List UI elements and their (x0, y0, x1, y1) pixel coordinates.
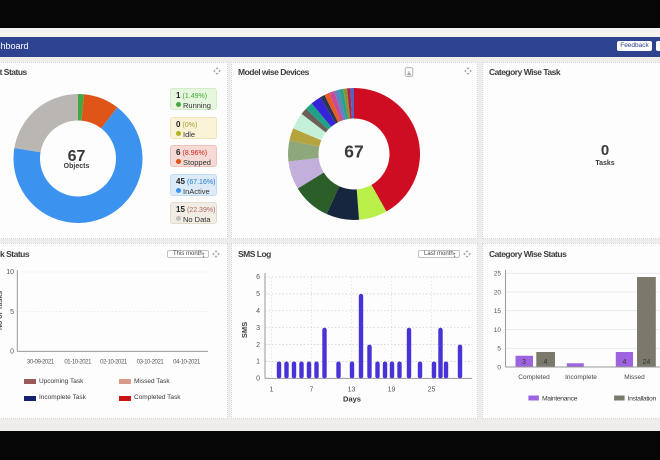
svg-text:13: 13 (348, 387, 356, 394)
svg-text:03-10-2021: 03-10-2021 (137, 360, 165, 366)
svg-text:1: 1 (256, 359, 260, 366)
svg-text:Days: Days (343, 395, 361, 404)
svg-text:3: 3 (256, 325, 260, 332)
svg-text:Maintenance: Maintenance (542, 395, 578, 402)
svg-text:4: 4 (623, 359, 627, 366)
svg-text:SMS: SMS (240, 322, 249, 338)
svg-text:6: 6 (256, 274, 260, 281)
svg-text:3: 3 (522, 359, 526, 366)
svg-text:5: 5 (10, 309, 14, 316)
svg-text:10: 10 (6, 269, 14, 276)
svg-text:25: 25 (494, 271, 502, 278)
svg-text:0: 0 (497, 364, 501, 371)
svg-text:30-09-2021: 30-09-2021 (27, 360, 55, 366)
svg-text:No of Tasks: No of Tasks (0, 291, 4, 330)
svg-text:Missed: Missed (624, 374, 645, 381)
svg-text:01-10-2021: 01-10-2021 (64, 360, 92, 366)
svg-text:Installation: Installation (628, 395, 657, 402)
svg-text:24: 24 (643, 359, 651, 366)
svg-text:20: 20 (494, 289, 502, 296)
svg-text:02-10-2021: 02-10-2021 (100, 360, 128, 366)
svg-text:04-10-2021: 04-10-2021 (173, 360, 201, 366)
svg-text:10: 10 (494, 327, 502, 334)
svg-text:1: 1 (270, 387, 274, 394)
svg-text:0: 0 (256, 376, 260, 383)
svg-text:15: 15 (494, 308, 502, 315)
svg-text:0: 0 (10, 349, 14, 356)
svg-text:67: 67 (344, 142, 363, 162)
svg-text:4: 4 (544, 359, 548, 366)
svg-text:67: 67 (68, 148, 86, 165)
svg-text:4: 4 (256, 308, 260, 315)
svg-text:25: 25 (428, 387, 436, 394)
svg-text:Objects: Objects (64, 163, 90, 170)
svg-text:Completed: Completed (518, 374, 550, 381)
svg-text:2: 2 (256, 342, 260, 349)
svg-text:Incomplete: Incomplete (565, 374, 597, 381)
svg-text:5: 5 (256, 291, 260, 298)
svg-text:5: 5 (497, 346, 501, 353)
svg-text:19: 19 (388, 387, 396, 394)
svg-text:7: 7 (310, 387, 314, 394)
